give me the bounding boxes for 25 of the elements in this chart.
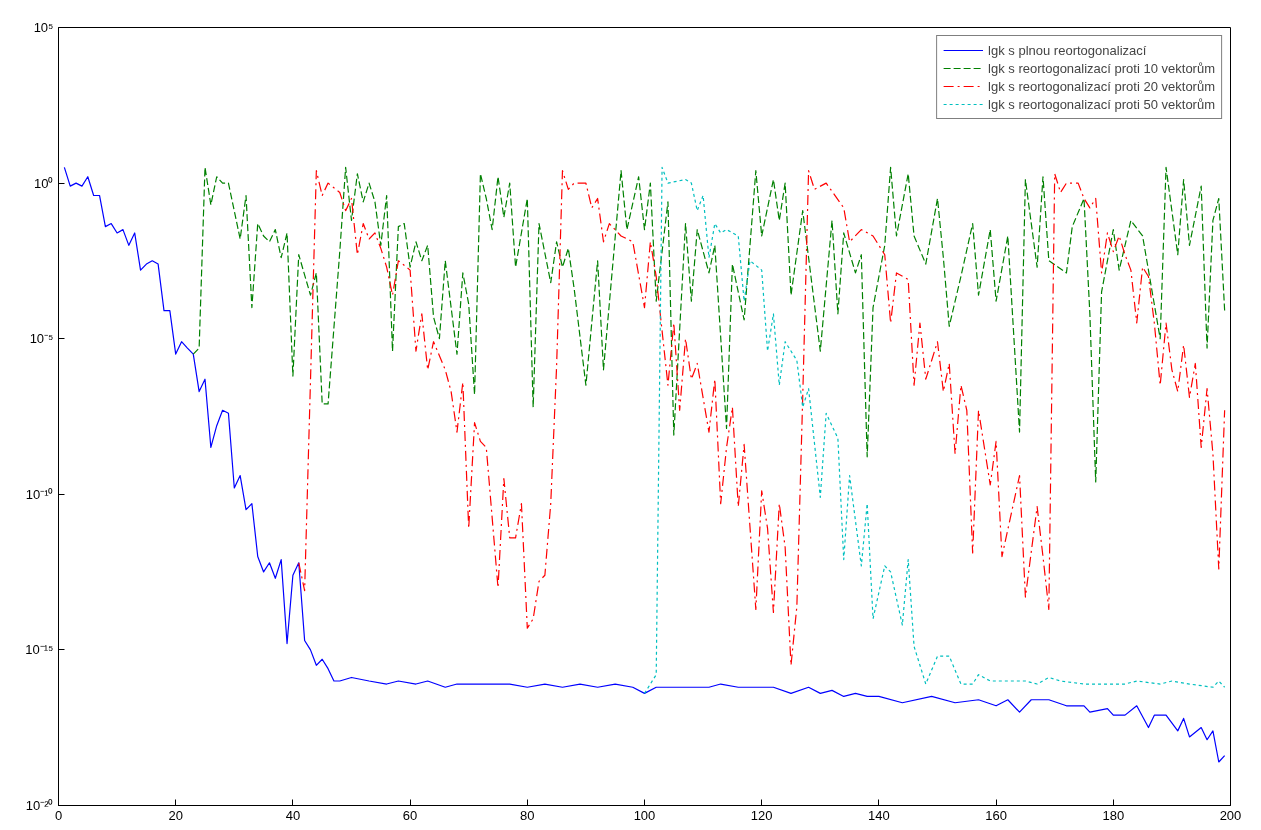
line-series — [298, 170, 1226, 666]
y-tick-label: 10⁵ — [33, 20, 54, 35]
legend-label: lgk s reortogonalizací proti 20 vektorům — [988, 78, 1215, 94]
line-series — [643, 166, 1226, 694]
x-tick-label: 200 — [1219, 807, 1242, 823]
legend-label: lgk s plnou reortogonalizací — [988, 42, 1147, 58]
x-tick-label: 160 — [985, 807, 1007, 823]
y-tick-label: 10⁻⁵ — [29, 331, 54, 347]
x-tick-label: 120 — [750, 807, 773, 823]
legend-label: lgk s reortogonalizací proti 10 vektorům — [988, 60, 1215, 76]
x-tick-label: 100 — [633, 807, 656, 823]
y-tick-label: 10⁻¹⁵ — [25, 642, 54, 658]
x-tick-label: 80 — [520, 807, 535, 823]
x-tick-label: 20 — [168, 807, 183, 823]
x-tick-label: 40 — [285, 807, 301, 823]
x-tick-label: 140 — [868, 807, 890, 823]
y-tick-label: 10⁰ — [34, 175, 54, 191]
y-tick-label: 10⁻¹⁰ — [25, 486, 54, 502]
line-series — [63, 166, 1226, 763]
x-tick-label: 60 — [402, 807, 418, 823]
x-tick-label: 180 — [1102, 807, 1125, 823]
x-tick-label: 0 — [54, 807, 63, 823]
y-tick-label: 10⁻²⁰ — [25, 798, 54, 813]
line-series — [192, 166, 1226, 483]
legend-label: lgk s reortogonalizací proti 50 vektorům — [988, 96, 1215, 112]
